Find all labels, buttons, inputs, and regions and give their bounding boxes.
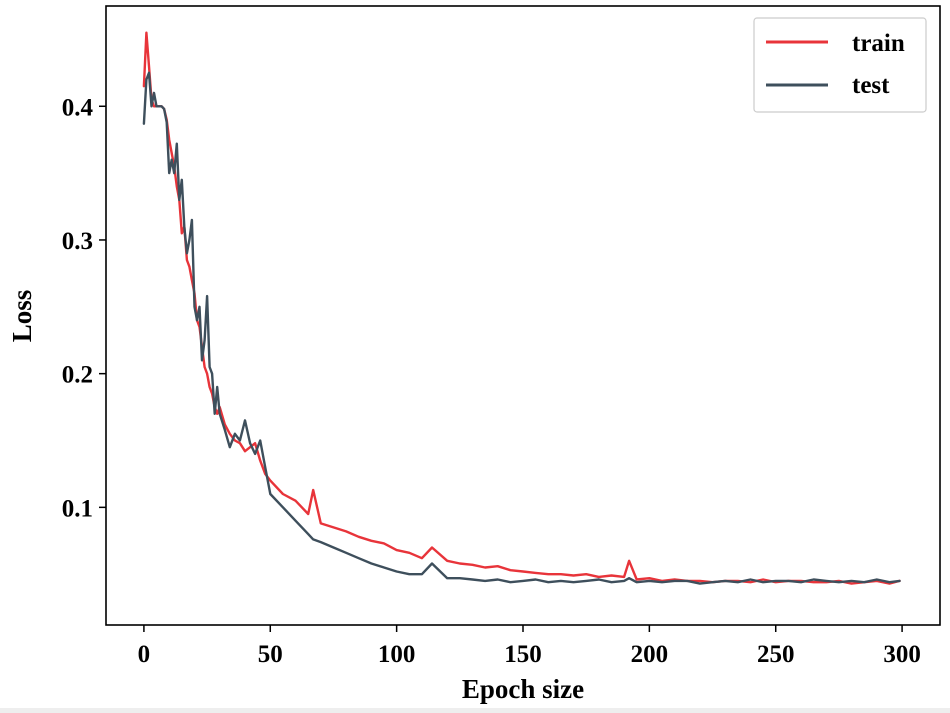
x-tick-label: 250 <box>757 641 795 668</box>
y-tick-label: 0.1 <box>62 495 93 522</box>
x-tick-label: 150 <box>504 641 542 668</box>
legend-label-train: train <box>852 30 905 57</box>
bottom-strip <box>0 708 950 713</box>
series-layer <box>142 31 901 585</box>
x-axis-label: Epoch size <box>462 674 584 704</box>
y-axis-label: Loss <box>7 290 37 343</box>
x-tick-label: 200 <box>631 641 669 668</box>
series-line-test <box>142 71 901 585</box>
y-tick-label: 0.3 <box>62 228 93 255</box>
x-tick-label: 100 <box>378 641 416 668</box>
x-axis-ticks: 0 50 100 150 200 250 300 <box>138 625 921 668</box>
x-tick-label: 50 <box>258 641 283 668</box>
x-tick-label: 300 <box>883 641 921 668</box>
y-tick-label: 0.2 <box>62 362 93 389</box>
y-tick-label: 0.4 <box>62 94 94 121</box>
legend: train test <box>753 17 927 113</box>
x-tick-label: 0 <box>138 641 151 668</box>
series-line-train <box>142 31 901 585</box>
legend-label-test: test <box>852 72 890 99</box>
y-axis-ticks: 0.1 0.2 0.3 0.4 <box>62 94 106 522</box>
